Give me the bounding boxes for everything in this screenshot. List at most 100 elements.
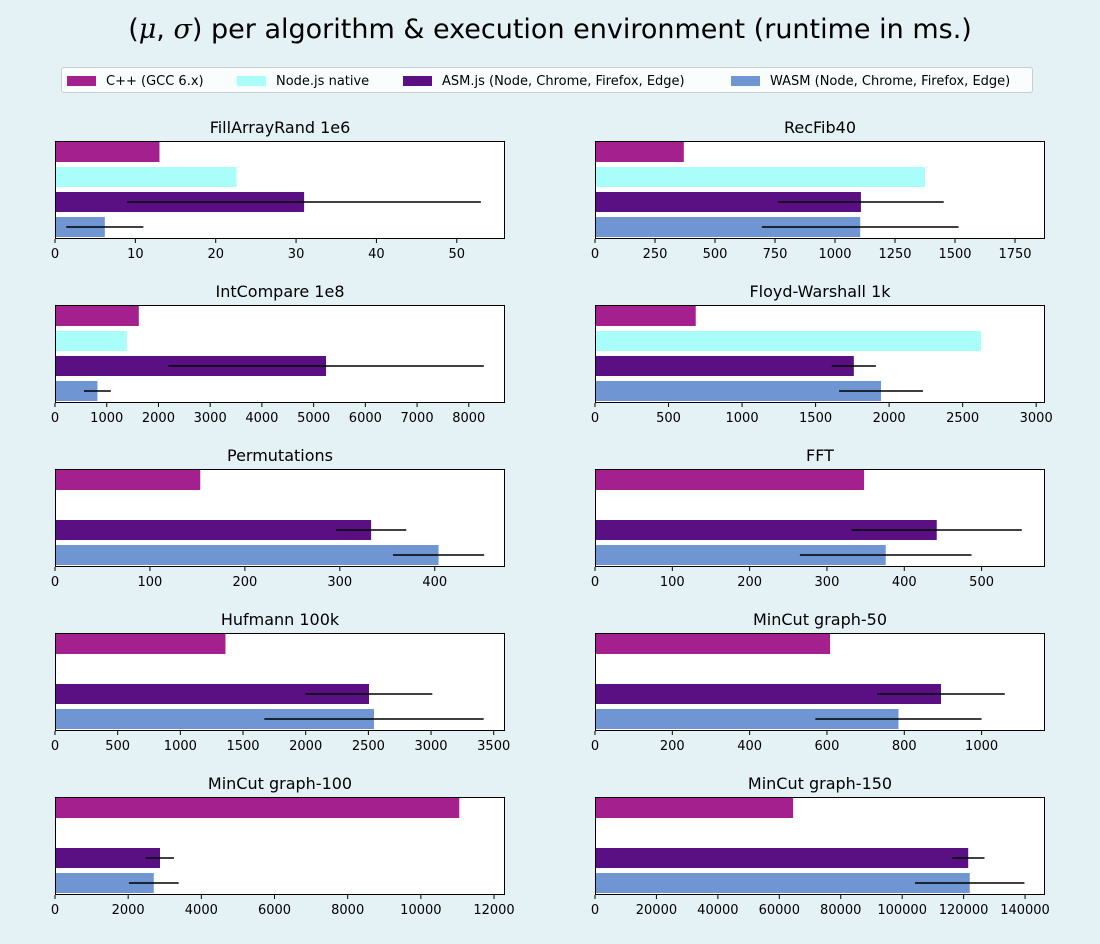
x-tick-label: 500 xyxy=(969,575,994,590)
x-tick-label: 0 xyxy=(591,411,599,426)
x-tick-label: 120000 xyxy=(939,903,989,918)
bar-cpp xyxy=(55,798,460,818)
bar-asmjs xyxy=(595,520,937,540)
plot-frame xyxy=(55,469,505,567)
plot-frame xyxy=(595,305,1045,403)
bar-cpp xyxy=(595,798,794,818)
x-tick-label: 1500 xyxy=(799,411,832,426)
x-tick-label: 5000 xyxy=(297,411,330,426)
x-tick-label: 750 xyxy=(763,247,788,262)
bar-wasm xyxy=(55,709,375,729)
x-tick-label: 8000 xyxy=(331,903,364,918)
subplot-title: Floyd-Warshall 1k xyxy=(749,282,891,301)
subplot-title: IntCompare 1e8 xyxy=(216,282,345,301)
x-tick-label: 2500 xyxy=(946,411,979,426)
x-tick-label: 200 xyxy=(660,739,685,754)
x-tick-label: 140000 xyxy=(1000,903,1050,918)
title-mu: μ xyxy=(138,14,157,45)
legend-item-asmjs: ASM.js (Node, Chrome, Firefox, Edge) xyxy=(403,68,685,94)
x-tick-label: 3000 xyxy=(414,739,447,754)
x-tick-label: 7000 xyxy=(401,411,434,426)
bar-asmjs xyxy=(595,356,854,376)
x-tick-label: 10 xyxy=(127,247,144,262)
x-tick-label: 800 xyxy=(892,739,917,754)
bar-cpp xyxy=(595,470,865,490)
x-tick-label: 0 xyxy=(51,739,59,754)
bar-cpp xyxy=(55,470,201,490)
title-sigma: σ xyxy=(173,14,192,45)
x-tick-label: 400 xyxy=(892,575,917,590)
bar-asmjs xyxy=(595,192,861,212)
x-tick-label: 0 xyxy=(51,247,59,262)
x-tick-label: 100 xyxy=(138,575,163,590)
plot-frame xyxy=(55,305,505,403)
bar-asmjs xyxy=(55,520,372,540)
x-tick-label: 100 xyxy=(660,575,685,590)
chart-title: (μ, σ) per algorithm & execution environ… xyxy=(128,14,972,45)
title-text: per algorithm & execution environment (r… xyxy=(202,14,972,45)
x-tick-label: 30 xyxy=(288,247,305,262)
x-tick-label: 2000 xyxy=(873,411,906,426)
x-tick-label: 0 xyxy=(51,903,59,918)
bar-cpp xyxy=(595,634,831,654)
x-tick-label: 1000 xyxy=(164,739,197,754)
bar-wasm xyxy=(55,381,98,401)
x-tick-label: 250 xyxy=(643,247,668,262)
x-tick-label: 0 xyxy=(51,411,59,426)
plot-frame xyxy=(595,469,1045,567)
bar-wasm xyxy=(595,545,886,565)
x-tick-label: 500 xyxy=(656,411,681,426)
subplot-title: FFT xyxy=(806,446,834,465)
bar-wasm xyxy=(595,709,899,729)
plot-frame xyxy=(595,141,1045,239)
x-tick-label: 2500 xyxy=(352,739,385,754)
x-tick-label: 1000 xyxy=(90,411,123,426)
x-tick-label: 200 xyxy=(232,575,257,590)
bar-asmjs xyxy=(55,848,160,868)
x-tick-label: 12000 xyxy=(473,903,514,918)
x-tick-label: 0 xyxy=(591,575,599,590)
bar-cpp xyxy=(55,306,139,326)
bar-node xyxy=(595,331,982,351)
x-tick-label: 300 xyxy=(327,575,352,590)
legend-swatch-node xyxy=(237,76,266,86)
legend-item-wasm: WASM (Node, Chrome, Firefox, Edge) xyxy=(731,68,1010,94)
x-tick-label: 0 xyxy=(591,903,599,918)
legend-label-wasm: WASM (Node, Chrome, Firefox, Edge) xyxy=(770,73,1011,89)
x-tick-label: 60000 xyxy=(759,903,800,918)
bar-wasm xyxy=(55,545,439,565)
x-tick-label: 200 xyxy=(737,575,762,590)
bar-node xyxy=(55,331,127,351)
x-tick-label: 0 xyxy=(51,575,59,590)
x-tick-label: 4000 xyxy=(245,411,278,426)
x-tick-label: 40 xyxy=(368,247,385,262)
x-tick-label: 1000 xyxy=(965,739,998,754)
x-tick-label: 20 xyxy=(207,247,224,262)
subplot-title: MinCut graph-100 xyxy=(208,774,352,793)
x-tick-label: 2000 xyxy=(289,739,322,754)
x-tick-label: 2000 xyxy=(112,903,145,918)
bar-cpp xyxy=(55,634,226,654)
subplot-title: FillArrayRand 1e6 xyxy=(210,118,351,137)
subplot-title: Permutations xyxy=(227,446,333,465)
x-tick-label: 0 xyxy=(591,739,599,754)
legend-item-node: Node.js native xyxy=(237,68,369,94)
bar-cpp xyxy=(595,306,696,326)
x-tick-label: 80000 xyxy=(820,903,861,918)
plot-frame xyxy=(55,633,505,731)
x-tick-label: 100000 xyxy=(877,903,927,918)
bar-wasm xyxy=(595,381,882,401)
x-tick-label: 400 xyxy=(422,575,447,590)
x-tick-label: 500 xyxy=(703,247,728,262)
bar-asmjs xyxy=(595,848,969,868)
x-tick-label: 2000 xyxy=(142,411,175,426)
bar-node xyxy=(55,167,237,187)
x-tick-label: 1500 xyxy=(938,247,971,262)
x-tick-label: 1750 xyxy=(998,247,1031,262)
bar-wasm xyxy=(595,217,861,237)
bar-wasm xyxy=(595,873,970,893)
x-tick-label: 8000 xyxy=(452,411,485,426)
legend-swatch-asmjs xyxy=(403,76,432,86)
x-tick-label: 300 xyxy=(815,575,840,590)
